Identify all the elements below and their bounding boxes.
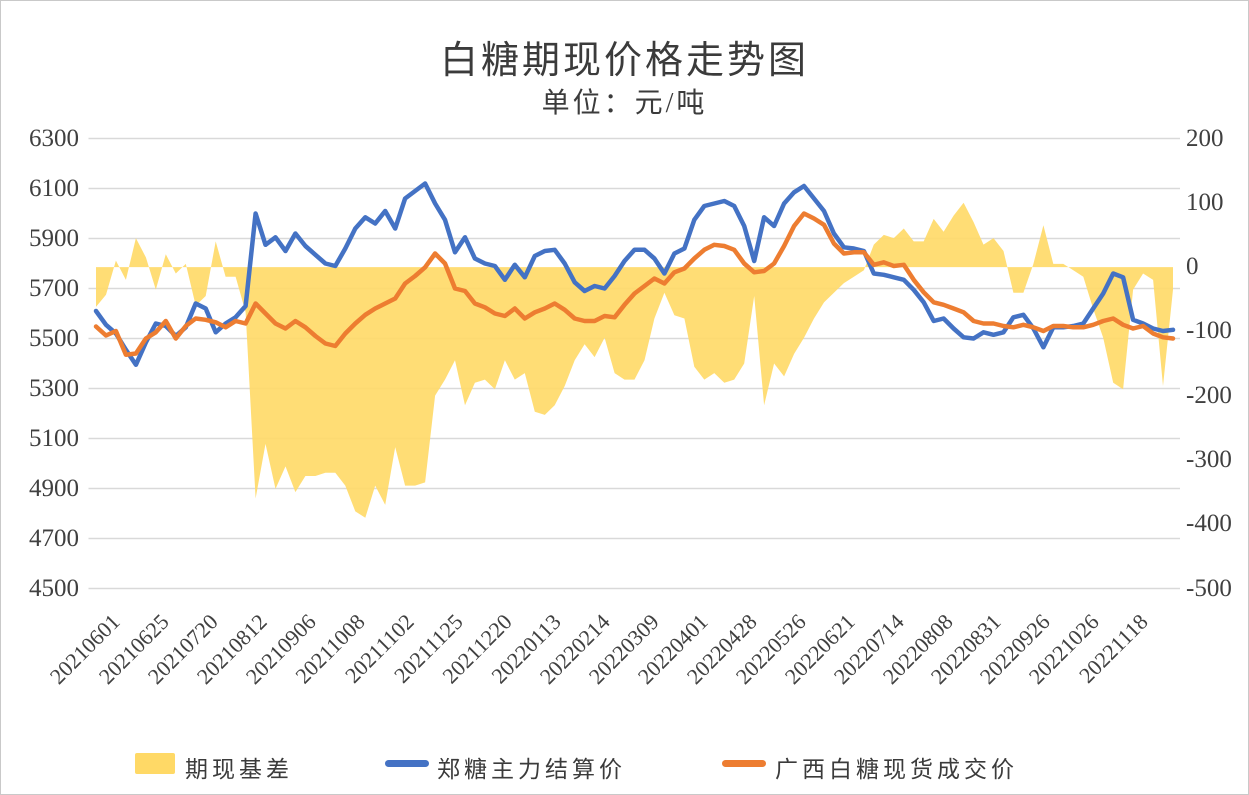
y-axis-right-label: 0 — [1186, 253, 1199, 281]
y-axis-right-label: 100 — [1186, 188, 1224, 216]
chart-subtitle: 单位：元/吨 — [541, 88, 708, 119]
y-axis-right-label: 200 — [1186, 124, 1224, 152]
y-axis-left-label: 4700 — [29, 524, 79, 552]
y-axis-left-label: 5500 — [29, 324, 79, 352]
y-axis-left-label: 4500 — [29, 574, 79, 602]
legend-swatch-basis — [135, 753, 175, 774]
spot-line — [93, 211, 1176, 358]
y-axis-left-label: 5900 — [29, 224, 79, 252]
y-axis-left-label: 4900 — [29, 474, 79, 502]
legend-label-futures: 郑糖主力结算价 — [437, 757, 626, 782]
futures-line — [93, 181, 1176, 368]
y-axis-right-label: -100 — [1186, 317, 1232, 345]
y-axis-left-label: 5100 — [29, 424, 79, 452]
y-axis-right-label: -500 — [1186, 574, 1232, 602]
y-axis-right-label: -300 — [1186, 445, 1232, 473]
y-axis-left-label: 5700 — [29, 274, 79, 302]
legend-label-spot: 广西白糖现货成交价 — [775, 757, 1018, 782]
chart-title: 白糖期现价格走势图 — [439, 40, 809, 82]
legend-swatch-futures — [385, 760, 429, 767]
y-axis-left-label: 5300 — [29, 374, 79, 402]
basis-area — [96, 202, 1173, 518]
y-axis-left-label: 6300 — [29, 124, 79, 152]
y-axis-right-label: -200 — [1186, 381, 1232, 409]
y-axis-right-label: -400 — [1186, 510, 1232, 538]
legend-swatch-spot — [722, 760, 766, 767]
y-axis-left-label: 6100 — [29, 174, 79, 202]
legend-label-basis: 期现基差 — [185, 757, 293, 782]
